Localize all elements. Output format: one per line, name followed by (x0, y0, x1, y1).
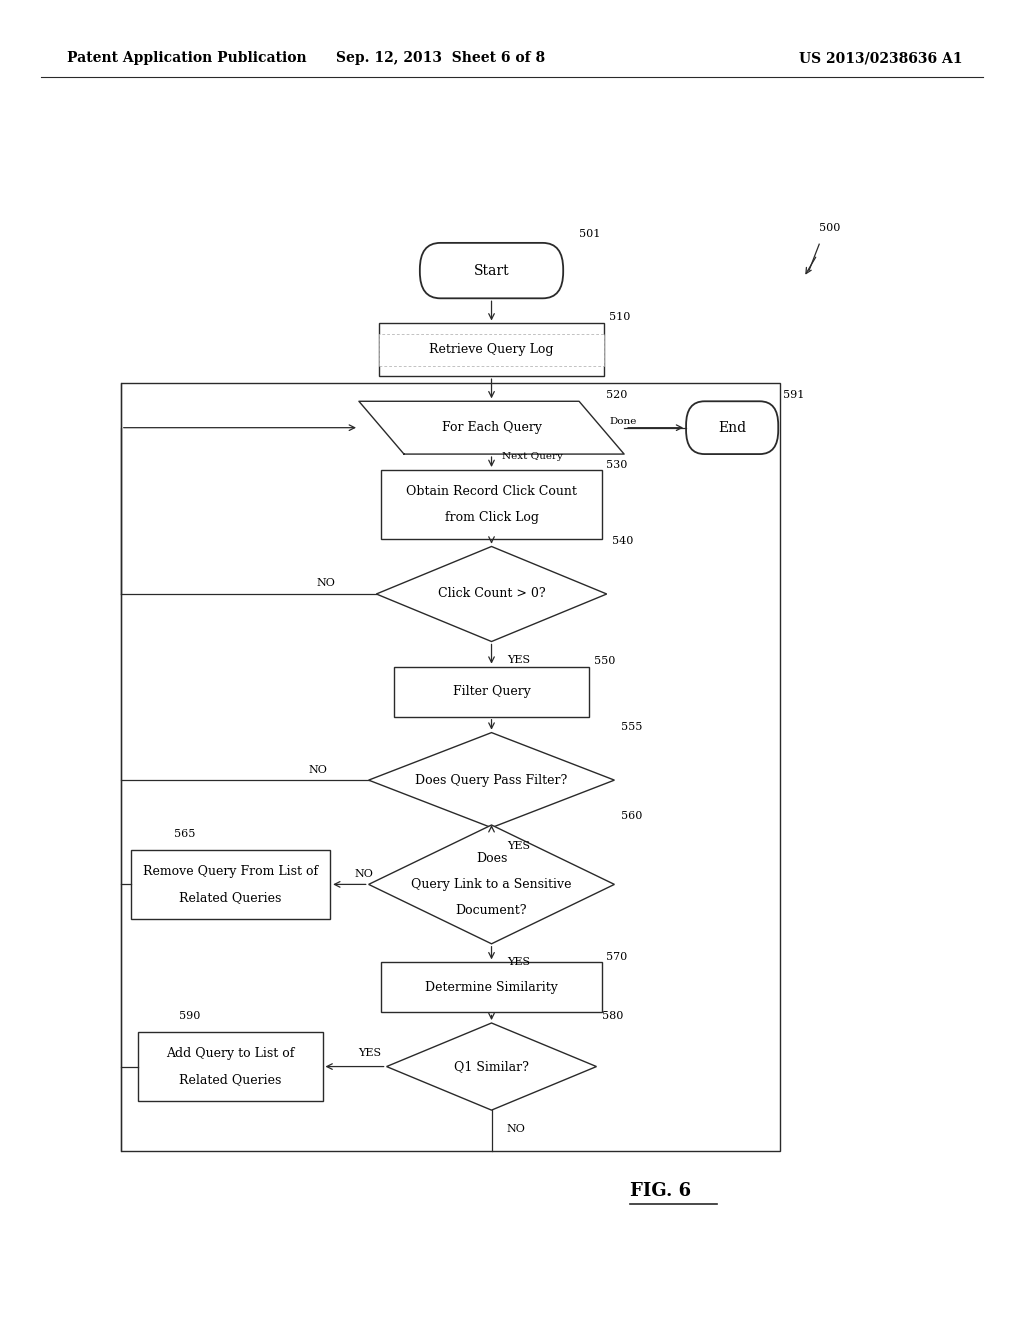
Text: Obtain Record Click Count: Obtain Record Click Count (407, 484, 577, 498)
Text: Q1 Similar?: Q1 Similar? (454, 1060, 529, 1073)
Text: 590: 590 (179, 1011, 201, 1022)
Text: 565: 565 (174, 829, 196, 840)
Text: Related Queries: Related Queries (179, 891, 282, 904)
Bar (138, 1032, 323, 1101)
Text: YES: YES (507, 957, 530, 968)
Bar (379, 334, 604, 366)
Text: Done: Done (609, 417, 637, 425)
Text: Add Query to List of: Add Query to List of (166, 1047, 295, 1060)
Polygon shape (369, 733, 614, 828)
Text: 540: 540 (612, 536, 634, 546)
Text: 501: 501 (579, 228, 600, 239)
Text: from Click Log: from Click Log (444, 511, 539, 524)
Text: 555: 555 (621, 722, 642, 733)
Bar (394, 667, 589, 717)
Text: End: End (718, 421, 746, 434)
Text: Patent Application Publication: Patent Application Publication (67, 51, 306, 65)
Text: Document?: Document? (456, 904, 527, 917)
Text: 520: 520 (606, 389, 628, 400)
Text: Related Queries: Related Queries (179, 1073, 282, 1086)
Text: For Each Query: For Each Query (441, 421, 542, 434)
Text: FIG. 6: FIG. 6 (630, 1181, 691, 1200)
Text: 500: 500 (819, 223, 841, 234)
Polygon shape (387, 1023, 596, 1110)
Bar (381, 470, 602, 539)
Text: Filter Query: Filter Query (453, 685, 530, 698)
Text: YES: YES (358, 1048, 381, 1059)
Text: Remove Query From List of: Remove Query From List of (142, 865, 318, 878)
Text: Sep. 12, 2013  Sheet 6 of 8: Sep. 12, 2013 Sheet 6 of 8 (336, 51, 545, 65)
Text: Retrieve Query Log: Retrieve Query Log (429, 343, 554, 356)
Bar (131, 850, 330, 919)
Text: US 2013/0238636 A1: US 2013/0238636 A1 (799, 51, 963, 65)
Text: Start: Start (474, 264, 509, 277)
Text: NO: NO (309, 764, 328, 775)
Text: Does Query Pass Filter?: Does Query Pass Filter? (416, 774, 567, 787)
Text: YES: YES (507, 655, 530, 665)
Text: NO: NO (355, 869, 374, 879)
Text: NO: NO (507, 1123, 525, 1134)
Text: Query Link to a Sensitive: Query Link to a Sensitive (412, 878, 571, 891)
Text: 570: 570 (606, 952, 628, 962)
Bar (121, 383, 780, 1151)
Text: Next Query: Next Query (502, 453, 562, 461)
Bar (381, 962, 602, 1012)
Text: 550: 550 (594, 656, 615, 667)
Text: 580: 580 (602, 1011, 624, 1022)
Text: 530: 530 (606, 459, 628, 470)
FancyBboxPatch shape (686, 401, 778, 454)
Text: YES: YES (507, 841, 530, 851)
Bar (379, 323, 604, 376)
FancyBboxPatch shape (420, 243, 563, 298)
Text: 510: 510 (609, 312, 631, 322)
Text: Does: Does (476, 851, 507, 865)
Text: NO: NO (316, 578, 336, 589)
Text: Click Count > 0?: Click Count > 0? (437, 587, 546, 601)
Polygon shape (377, 546, 606, 642)
Polygon shape (369, 825, 614, 944)
Text: 560: 560 (621, 810, 642, 821)
Text: Determine Similarity: Determine Similarity (425, 981, 558, 994)
Text: 591: 591 (783, 389, 805, 400)
